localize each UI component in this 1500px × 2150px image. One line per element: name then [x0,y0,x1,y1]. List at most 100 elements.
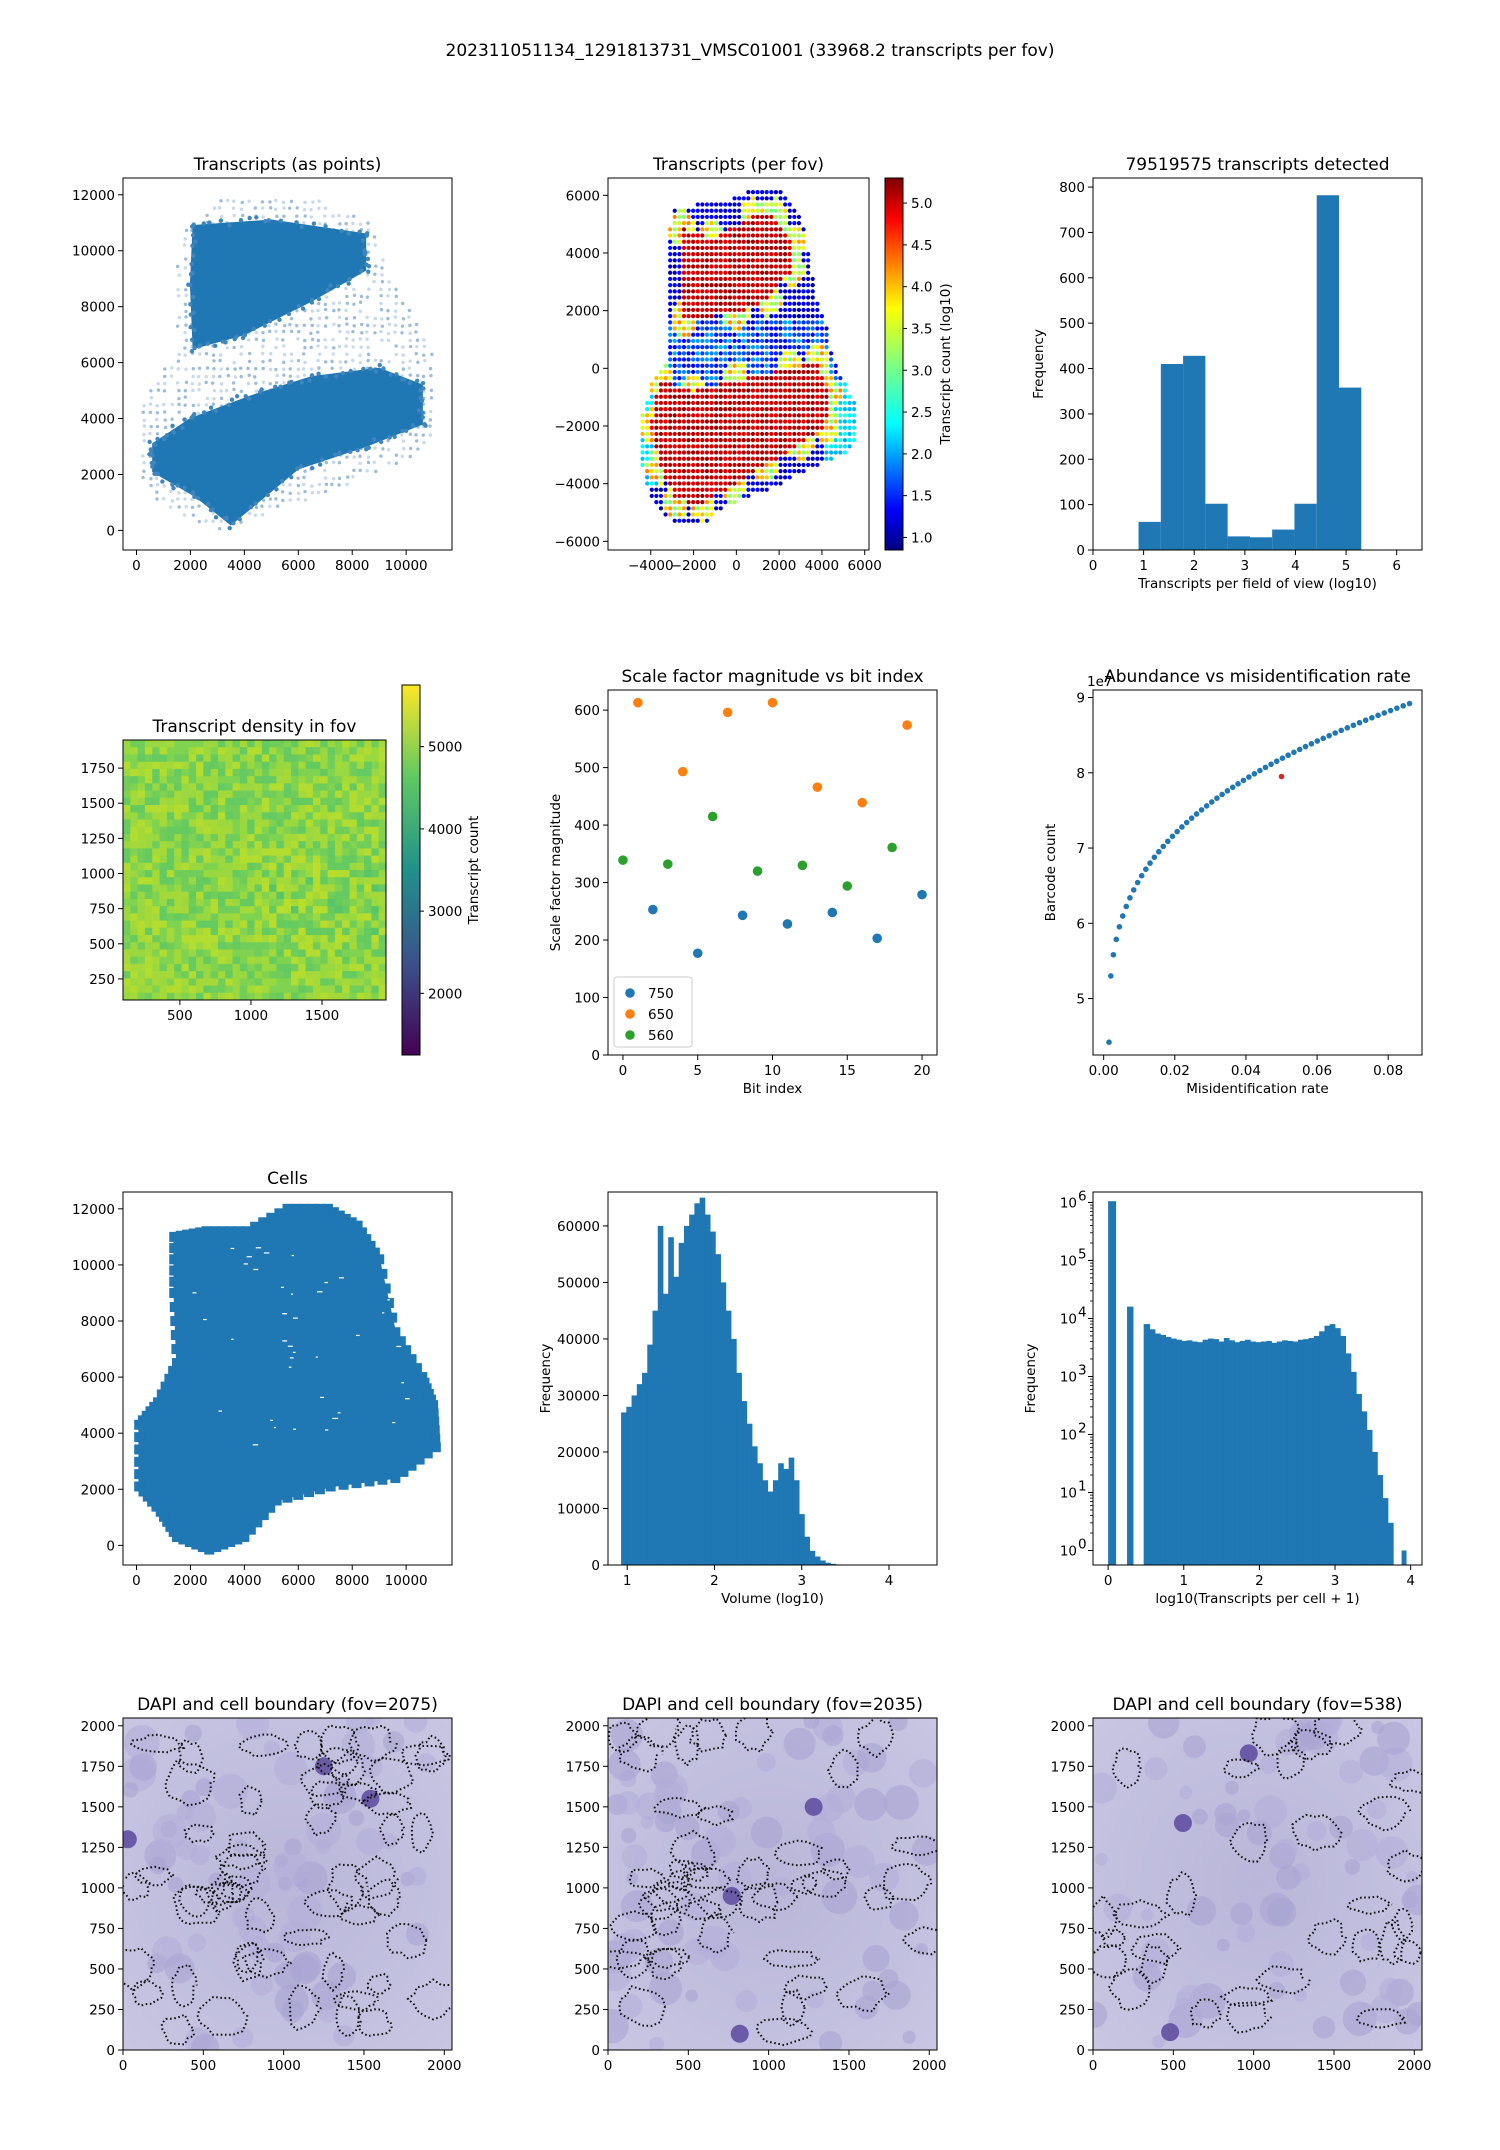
fov-point [691,444,696,449]
halo-point [183,403,187,407]
fov-point [654,456,659,461]
density-cell [239,906,248,914]
density-cell [276,783,285,792]
cell-edge-block [411,1363,422,1374]
density-cell [254,805,263,813]
fov-point [718,506,723,511]
density-cell [312,913,321,922]
density-cell [203,963,212,972]
halo-point [176,287,180,292]
density-cell [371,747,380,756]
fov-point [750,444,756,449]
fov-point [810,357,815,362]
halo-point [323,468,327,473]
fov-point [750,270,756,275]
halo-point [275,373,279,378]
density-cell [181,826,190,835]
density-cell [342,740,351,748]
density-cell [247,920,256,929]
density-cell [188,841,197,849]
fov-point [732,382,737,387]
density-cell [196,855,204,864]
fov-point [829,400,834,406]
fov-point [750,295,756,300]
histogram-bar [1143,1324,1151,1565]
density-cell [239,949,248,958]
edge-point [419,398,425,403]
fov-point [764,394,769,399]
fov-point [773,450,779,455]
density-cell [188,985,197,994]
halo-point [373,358,378,363]
fov-point [741,363,746,368]
density-cell [130,848,139,857]
halo-point [316,308,320,313]
halo-point [415,338,420,342]
fov-point [750,431,756,437]
x-tick-label: 0 [732,558,741,574]
fov-point [681,221,687,226]
density-cell [283,963,292,972]
fov-point [764,245,769,251]
histogram-bar [767,1491,774,1565]
fov-point [723,357,728,362]
density-cell [203,790,212,799]
fov-point [755,245,760,251]
density-cell [203,978,212,987]
fov-point [760,475,765,480]
fov-point [783,276,788,282]
fov-point [695,512,700,517]
density-cell [144,884,153,893]
density-cell [174,870,183,878]
fov-point [727,487,733,492]
density-cell [305,891,314,900]
fov-point [700,351,705,356]
density-cell [174,826,183,835]
density-cell [210,761,219,770]
density-cell [305,855,314,864]
fov-point [810,450,815,455]
fov-point [654,462,659,468]
fov-point [746,481,751,486]
fov-point [824,444,829,449]
halo-point [351,221,355,226]
fov-point [810,456,815,461]
density-cell [312,963,321,972]
edge-point [259,387,264,392]
fov-point [695,264,700,269]
fov-point [663,481,668,486]
fov-point [691,413,696,418]
fov-point [801,376,806,381]
fov-point [640,413,645,418]
fov-point [649,419,654,424]
fov-point [727,214,733,220]
fov-point [668,450,673,455]
fov-point [778,345,783,350]
fov-point [783,407,788,412]
fov-point [746,357,751,362]
density-cell [371,992,380,1000]
density-cell [261,819,270,828]
fov-point [769,469,774,474]
edge-point [289,474,294,480]
fov-point [668,338,673,344]
density-cell [137,978,146,987]
fov-point [672,264,677,269]
fov-point [838,413,843,418]
density-cell [247,805,256,813]
fov-point [704,407,710,412]
density-cell [210,862,219,871]
halo-point [330,482,334,487]
fov-point [668,276,673,282]
fov-point [709,456,714,461]
halo-point [253,206,258,210]
fov-point [755,357,760,362]
fov-point [677,438,682,443]
fov-point [806,425,811,430]
edge-point [207,220,212,225]
fov-point [732,481,737,486]
fov-point [760,283,765,288]
fov-point [852,413,857,418]
fov-point [746,208,751,213]
fov-point [796,345,802,350]
